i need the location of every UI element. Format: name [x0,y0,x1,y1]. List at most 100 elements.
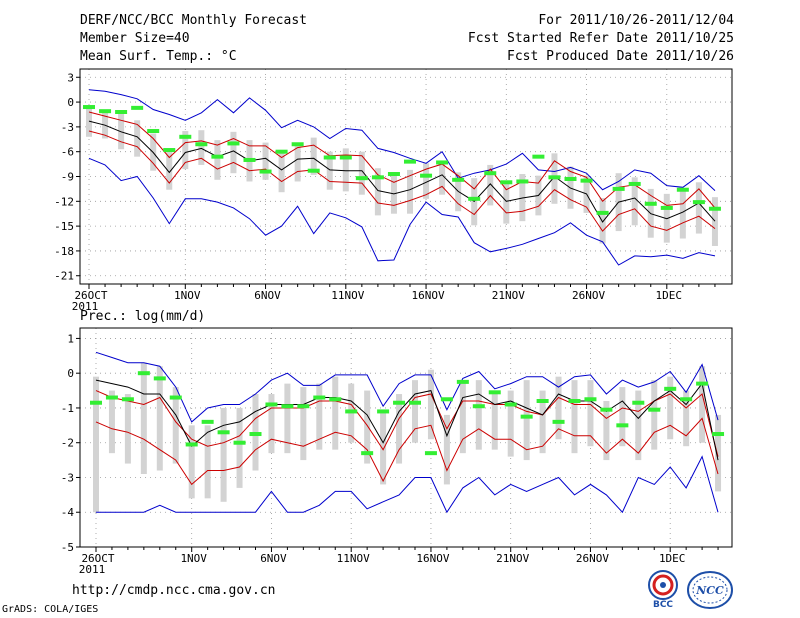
temp-xtick-label: 1NOV [174,289,201,302]
precip-observed-marker [616,423,629,428]
temp-spread-box [230,131,237,174]
temp-observed-marker [548,175,561,180]
precip-spread-box [188,425,195,499]
precip-q-upper-line [95,390,719,457]
temp-spread-box [374,168,381,216]
temp-observed-marker [99,109,112,114]
temp-observed-marker [580,178,593,183]
temp-observed-marker [692,200,705,205]
temp-observed-marker [339,155,352,160]
temp-observed-marker [660,205,673,210]
precip-observed-marker [520,414,533,419]
precip-observed-marker [712,432,725,437]
temp-spread-box [214,140,221,180]
precip-observed-marker [233,440,246,445]
precip-xtick-label: 6NOV [260,552,287,565]
precip-observed-marker [409,400,421,405]
temp-spread-box [695,182,702,234]
temp-ytick-label: -3 [61,121,74,134]
precip-spread-box [603,401,610,461]
precip-observed-marker [632,400,645,405]
precip-spread-box [619,387,626,447]
temp-spread-box [310,137,317,175]
precip-spread-box [140,362,147,474]
precip-observed-marker [105,395,118,400]
grads-credit: GrADS: COLA/IGES [2,604,99,615]
temp-max-line [88,89,716,191]
precip-observed-marker [90,400,102,405]
temp-observed-marker [291,142,304,147]
precip-observed-marker [456,379,469,384]
temp-ytick-label: -21 [54,270,74,283]
precip-min-line [96,455,719,514]
temp-spread-box [342,148,349,192]
temp-observed-marker [676,187,689,192]
precip-max-line [95,351,719,423]
precip-spread-box [396,394,403,464]
precip-observed-marker [600,407,613,412]
precip-observed-marker [584,397,597,402]
precip-ytick-label: -2 [61,437,74,450]
precip-spread-box [124,394,131,464]
precip-spread-box [475,380,482,450]
temp-observed-marker [564,176,577,181]
temp-observed-marker [404,159,416,164]
precip-observed-marker [472,404,485,409]
temp-observed-marker [131,105,144,110]
temp-q-upper-line [88,111,716,209]
temp-observed-marker [163,148,176,153]
temp-xtick-label: 26NOV [572,289,605,302]
precip-spread-box [491,390,498,450]
temp-spread-box [439,160,446,195]
precip-observed-marker [377,409,390,414]
temp-observed-marker [259,169,272,174]
precip-ytick-label: 0 [67,367,74,380]
precip-ytick-label: -1 [61,402,74,415]
forecast-produced-date: Fcst Produced Date 2011/10/26 [507,49,734,64]
precip-spread-box [93,376,99,513]
temp-observed-marker [468,196,481,201]
temp-ytick-label: -9 [61,171,74,184]
temp-spread-box [326,151,333,190]
precip-panel-title: Prec.: log(mm/d) [80,309,206,324]
precip-observed-marker [265,402,278,407]
temp-spread-box [166,150,173,190]
forecast-start-date: Fcst Started Refer Date 2011/10/25 [467,31,734,46]
temp-min-line [88,157,716,266]
temp-observed-marker [275,149,288,154]
precip-observed-marker [169,395,182,400]
precip-observed-marker [361,451,374,456]
precip-spread-box [523,380,530,461]
temp-observed-marker [708,206,721,211]
temp-observed-marker [195,142,208,147]
temp-ytick-label: -6 [61,146,74,159]
temp-spread-box [198,130,205,165]
precip-spread-box [667,376,674,440]
member-size-label: Member Size=40 [80,31,190,46]
precip-spread-box [699,366,706,443]
precip-observed-marker [696,381,709,386]
temp-spread-box [407,169,413,214]
temp-observed-marker [644,201,657,206]
temp-observed-marker [179,134,192,139]
temp-observed-marker [371,175,384,180]
temp-q-lower-line [88,130,716,232]
precip-spread-box [268,394,275,454]
temp-observed-marker [516,179,529,184]
precip-plot-frame [79,327,733,548]
precip-observed-marker [217,430,230,435]
temp-xtick-label: 26OCT [74,289,107,302]
temp-observed-marker [500,180,513,185]
temp-observed-marker [452,177,465,182]
precip-spread-box [332,376,339,450]
source-url-link[interactable]: http://cmdp.ncc.cma.gov.cn [72,583,276,598]
temp-spread-box [134,120,141,157]
temp-spread-box [503,183,510,224]
precip-observed-marker [552,419,565,424]
chart-title: DERF/NCC/BCC Monthly Forecast [80,13,307,28]
precip-observed-marker [648,407,661,412]
temp-xtick-label: 21NOV [492,289,525,302]
precip-spread-box [204,425,211,499]
temp-xtick-label: 11NOV [331,289,364,302]
